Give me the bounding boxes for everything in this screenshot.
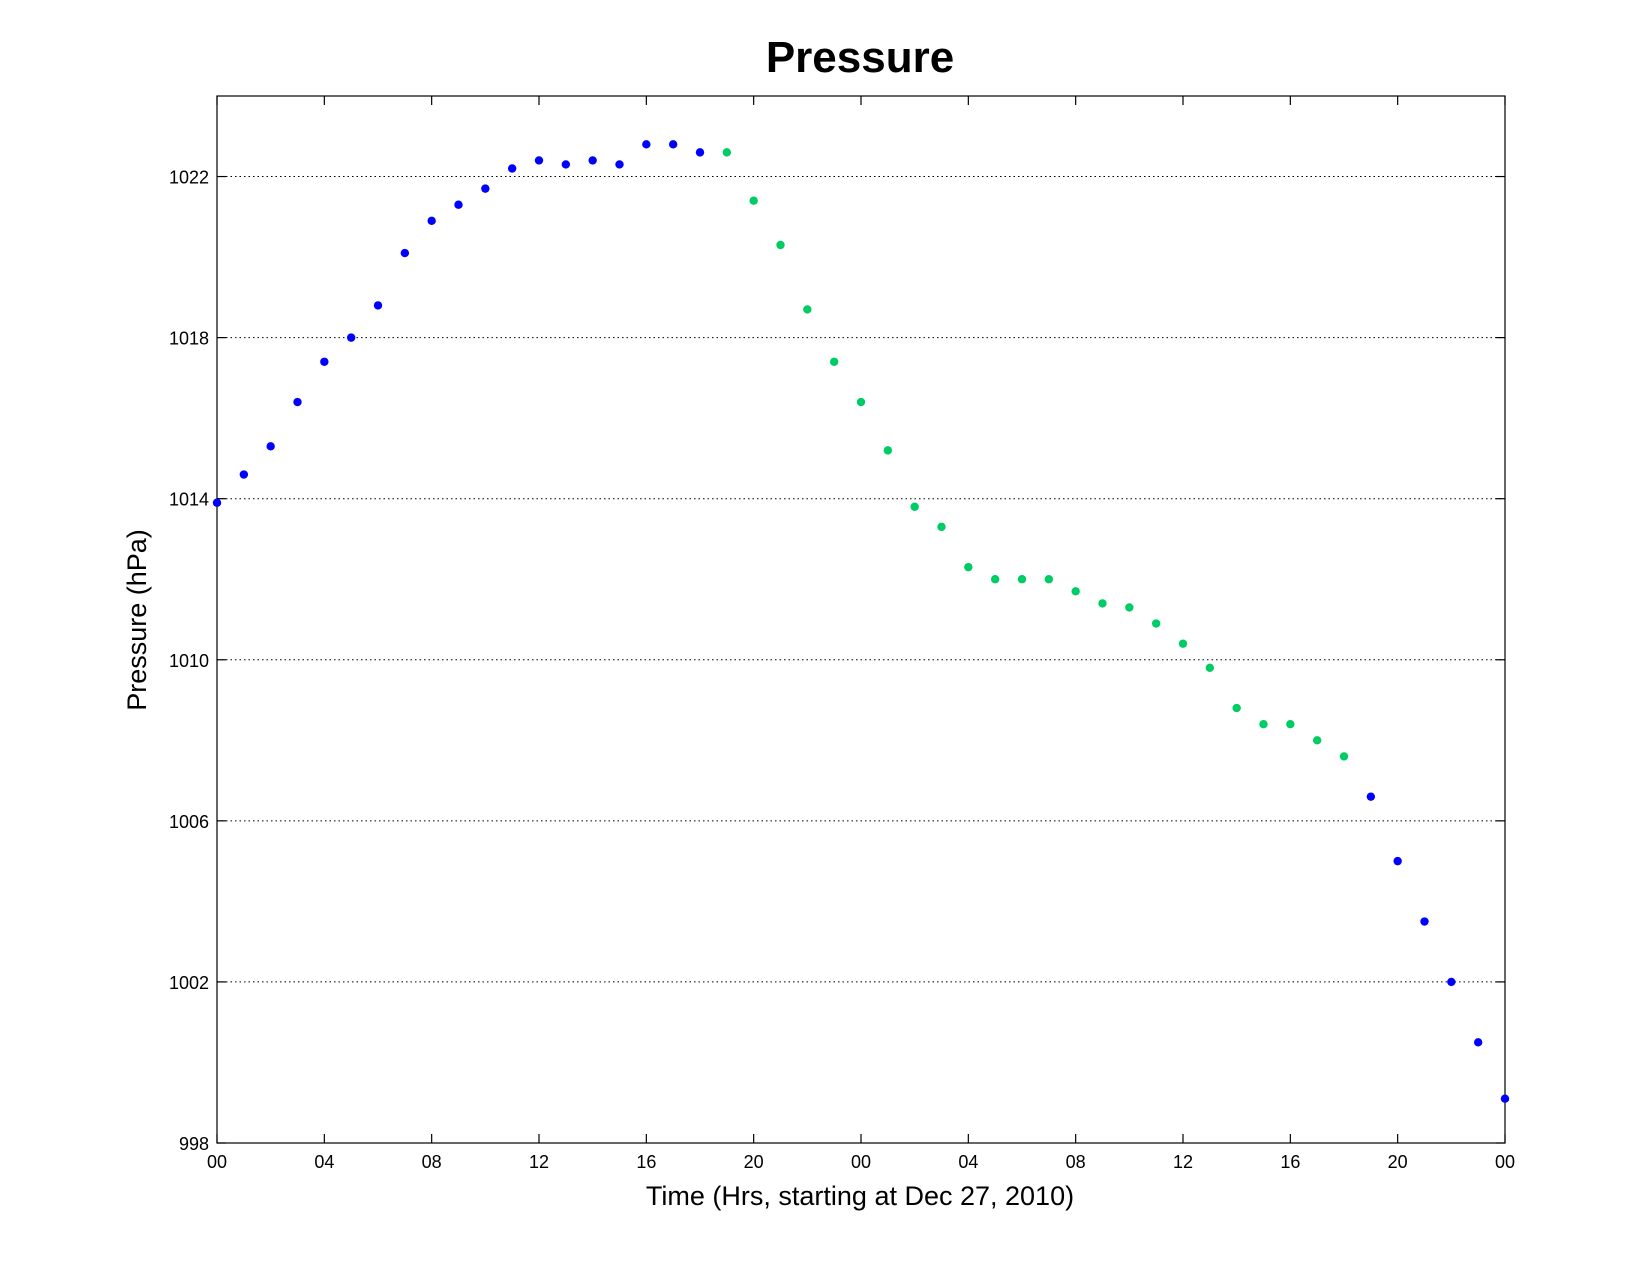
data-point [776, 240, 785, 250]
y-tick-label: 1010 [169, 651, 209, 671]
x-axis-label: Time (Hrs, starting at Dec 27, 2010) [646, 1181, 1074, 1211]
data-points [212, 140, 1510, 1103]
data-point [1339, 752, 1349, 761]
data-point [212, 498, 222, 507]
y-tick-label: 1002 [169, 973, 209, 993]
data-point [1017, 575, 1027, 584]
data-point [400, 248, 410, 258]
data-point [1286, 720, 1295, 729]
x-tick-label: 16 [636, 1152, 656, 1172]
data-point [803, 305, 812, 314]
x-tick-label: 16 [1280, 1152, 1300, 1172]
data-point [615, 160, 624, 169]
x-tick-label: 20 [1388, 1152, 1408, 1172]
data-point [937, 522, 946, 532]
gridlines [217, 176, 1505, 983]
data-point [1205, 663, 1215, 673]
data-point [1500, 1094, 1510, 1103]
x-tick-label: 04 [314, 1152, 334, 1172]
y-tick-label: 1006 [169, 812, 209, 832]
plot-frame [216, 95, 1506, 1144]
data-point [1473, 1038, 1483, 1047]
data-point [1044, 575, 1054, 584]
y-tick-label: 998 [179, 1134, 209, 1154]
y-tick-label: 1022 [169, 168, 209, 188]
data-point [1098, 599, 1107, 608]
data-point [1178, 639, 1188, 648]
data-point [722, 148, 732, 157]
data-point [695, 148, 705, 157]
chart-title: Pressure [766, 33, 954, 82]
x-tick-label: 08 [422, 1152, 442, 1172]
data-point [373, 301, 383, 310]
data-point [642, 140, 651, 149]
data-point [266, 442, 275, 451]
data-point [1393, 856, 1402, 866]
data-point [293, 397, 302, 407]
data-point [910, 502, 919, 511]
data-point [239, 470, 249, 479]
data-point [534, 156, 544, 165]
data-point [1366, 792, 1376, 801]
x-tick-label: 12 [529, 1152, 549, 1172]
data-point [1420, 917, 1429, 926]
x-axis: 00 04 08 12 16 20 00 04 08 12 16 20 00 [207, 96, 1515, 1172]
data-point [561, 160, 571, 169]
x-tick-label: 00 [207, 1152, 227, 1172]
x-tick-label: 08 [1066, 1152, 1086, 1172]
data-point [1232, 703, 1241, 713]
x-tick-label: 12 [1173, 1152, 1193, 1172]
data-point [1151, 619, 1161, 628]
y-tick-label: 1014 [169, 490, 209, 510]
data-point [427, 216, 436, 226]
data-point [1071, 587, 1080, 596]
data-point [990, 575, 1000, 584]
data-point [1447, 977, 1456, 987]
y-axis-label: Pressure (hPa) [122, 529, 152, 711]
x-tick-label: 00 [851, 1152, 871, 1172]
data-point [829, 357, 839, 366]
x-tick-label: 04 [958, 1152, 978, 1172]
data-point [320, 357, 329, 366]
x-tick-label: 20 [744, 1152, 764, 1172]
data-point [346, 333, 356, 342]
data-point [481, 184, 490, 193]
data-point [507, 164, 517, 173]
data-point [1125, 603, 1134, 612]
data-point [749, 196, 758, 205]
y-axis: 998 1002 1006 1010 1014 1018 1022 [169, 168, 1505, 1154]
data-point [668, 140, 678, 149]
data-point [1312, 736, 1322, 745]
data-point [883, 446, 893, 455]
x-tick-label: 00 [1495, 1152, 1515, 1172]
data-point [588, 156, 597, 165]
data-point [964, 562, 973, 572]
data-point [454, 200, 463, 209]
y-tick-label: 1018 [169, 329, 209, 349]
data-point [856, 397, 866, 407]
data-point [1259, 720, 1268, 729]
